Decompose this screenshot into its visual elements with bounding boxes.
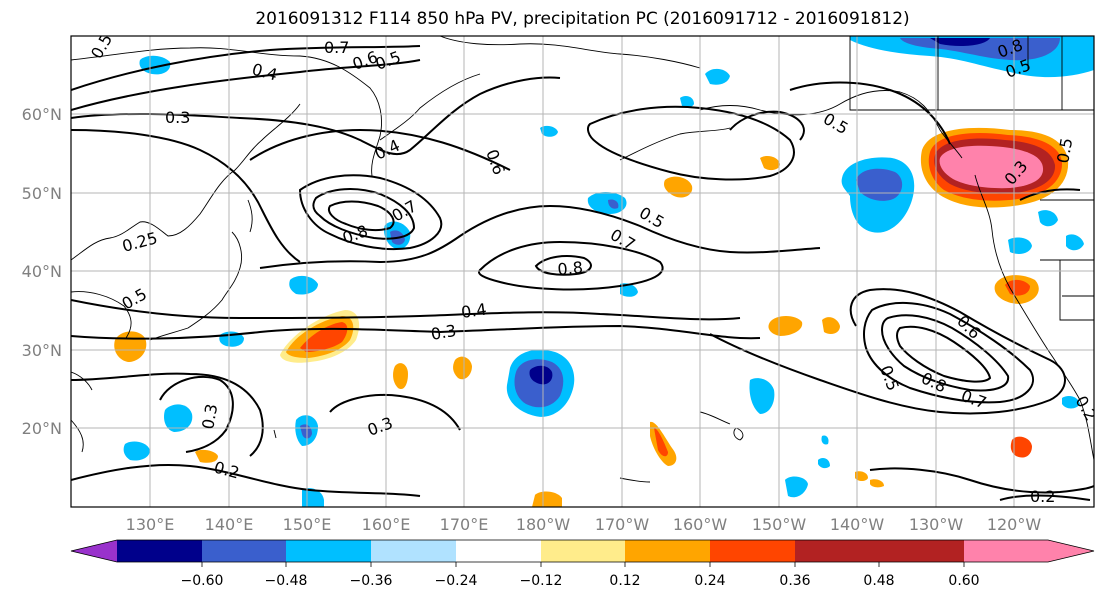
colorbar-tick-label: −0.48 [265,573,308,589]
lon-tick-label: 130°W [909,515,964,534]
longitude-axis: 130°E 140°E 150°E 160°E 170°E 180°W 170°… [126,515,1042,534]
colorbar-tick-label: −0.36 [350,573,393,589]
lon-tick-label: 170°W [595,515,650,534]
colorbar-tick-label: −0.60 [181,573,224,589]
colorbar-segment [625,540,710,562]
colorbar-segment [117,540,202,562]
contour-label: 0.8 [557,258,584,279]
lon-tick-label: 140°E [205,515,254,534]
lat-tick-label: 60°N [22,105,62,124]
contour-label: 0.7 [324,38,349,57]
colorbar-segment [879,540,964,562]
latitude-axis: 60°N 50°N 40°N 30°N 20°N [22,105,62,438]
lat-tick-label: 40°N [22,262,62,281]
coastlines [71,36,1094,483]
contour-label: 0.4 [460,300,488,322]
colorbar-segment [795,540,879,562]
lat-tick-label: 20°N [22,419,62,438]
map-frame [70,35,1095,508]
contour-label: 0.2 [1030,487,1055,506]
lon-tick-label: 180°W [516,515,571,534]
colorbar-upper-extension [964,540,1094,562]
lon-tick-label: 140°W [830,515,885,534]
colorbar-outline [70,539,1095,563]
colorbar-segment [371,540,456,562]
contour-label: 0.5 [1053,136,1076,164]
colorbar-tick-label: 0.36 [779,573,810,589]
lon-tick-label: 130°E [126,515,175,534]
colorbar-tick-label: −0.12 [520,573,563,589]
lat-tick-label: 50°N [22,184,62,203]
colorbar-lower-extension [71,540,117,562]
colorbar-tick-label: 0.24 [694,573,725,589]
colorbar-tick-label: −0.24 [435,573,478,589]
colorbar-tick-label: 0.60 [948,573,979,589]
colorbar-segment [286,540,371,562]
colorbar-segment [541,540,625,562]
contour-label: 0.3 [198,402,221,430]
precipitation-shading [114,36,1094,507]
lon-tick-label: 160°W [673,515,728,534]
lon-tick-label: 150°W [752,515,807,534]
colorbar-segment [456,540,541,562]
colorbar-tick-label: 0.48 [863,573,894,589]
colorbar: −0.60 −0.48 −0.36 −0.24 −0.12 0.12 0.24 … [70,539,1095,589]
lon-tick-label: 120°W [987,515,1042,534]
graticule [71,36,1094,507]
pv-contours [71,45,1094,501]
contour-label: 0.3 [165,108,190,127]
colorbar-segment [710,540,795,562]
lat-tick-label: 30°N [22,341,62,360]
colorbar-segment [202,540,286,562]
map-title: 2016091312 F114 850 hPa PV, precipitatio… [255,9,910,29]
lon-tick-label: 150°E [283,515,332,534]
lon-tick-label: 160°E [362,515,411,534]
lon-tick-label: 170°E [440,515,489,534]
contour-label: 0.3 [429,321,457,344]
colorbar-tick-label: 0.12 [609,573,640,589]
